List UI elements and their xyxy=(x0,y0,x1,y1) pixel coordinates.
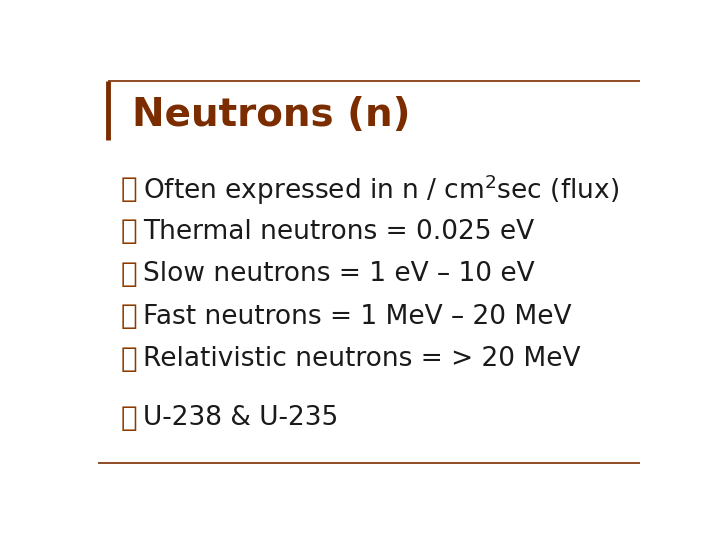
Text: U-238 & U-235: U-238 & U-235 xyxy=(143,405,338,431)
Text: ❧: ❧ xyxy=(121,346,138,373)
Text: ❧: ❧ xyxy=(121,219,138,246)
Text: ❧: ❧ xyxy=(121,405,138,432)
Text: Fast neutrons = 1 MeV – 20 MeV: Fast neutrons = 1 MeV – 20 MeV xyxy=(143,304,572,330)
Text: Neutrons (n): Neutrons (n) xyxy=(132,96,410,134)
Text: Slow neutrons = 1 eV – 10 eV: Slow neutrons = 1 eV – 10 eV xyxy=(143,261,535,287)
Text: Relativistic neutrons = > 20 MeV: Relativistic neutrons = > 20 MeV xyxy=(143,346,580,372)
Text: ❧: ❧ xyxy=(121,176,138,203)
Text: ❧: ❧ xyxy=(121,303,138,330)
Text: Often expressed in n / cm$^{2}$sec (flux): Often expressed in n / cm$^{2}$sec (flux… xyxy=(143,172,619,207)
Text: ❧: ❧ xyxy=(121,261,138,288)
Text: Thermal neutrons = 0.025 eV: Thermal neutrons = 0.025 eV xyxy=(143,219,534,245)
